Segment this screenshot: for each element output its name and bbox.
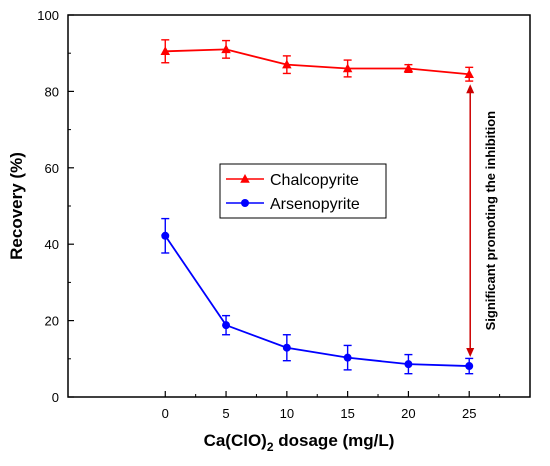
- series-layer: [160, 39, 474, 375]
- y-tick-label: 0: [52, 390, 59, 405]
- legend-label-chalcopyrite: Chalcopyrite: [270, 172, 359, 189]
- x-axis-title-rest: dosage (mg/L): [274, 431, 395, 450]
- legend: Chalcopyrite Arsenopyrite: [219, 163, 387, 219]
- x-axis-title-subscript: 2: [267, 440, 274, 454]
- legend-label-arsenopyrite: Arsenopyrite: [270, 196, 360, 213]
- x-tick-label: 15: [340, 406, 354, 421]
- legend-item-arsenopyrite: Arsenopyrite: [226, 196, 360, 213]
- series-chalcopyrite: [160, 39, 474, 82]
- x-tick-label: 20: [401, 406, 415, 421]
- data-point: [161, 231, 170, 240]
- data-point: [222, 321, 231, 330]
- y-tick-label: 100: [37, 8, 59, 23]
- legend-marker-chalcopyrite: [240, 174, 250, 183]
- data-point: [403, 63, 414, 73]
- y-tick-label: 80: [45, 84, 59, 99]
- x-tick-label: 0: [162, 406, 169, 421]
- ticks-layer: 0 5 10 15 20 25 0 20 40 60 80 100: [37, 8, 501, 421]
- legend-item-chalcopyrite: Chalcopyrite: [226, 172, 359, 189]
- data-point: [221, 44, 231, 54]
- x-axis-title-main: Ca(ClO): [204, 431, 267, 450]
- annotation-layer: Significant promoting the inhibition: [466, 84, 498, 358]
- x-axis-title: Ca(ClO)2 dosage (mg/L): [204, 431, 395, 454]
- data-point: [282, 59, 292, 69]
- series-arsenopyrite: [161, 217, 474, 375]
- annotation-arrow-head-top: [466, 84, 475, 94]
- x-tick-label: 10: [280, 406, 294, 421]
- legend-box: [219, 163, 387, 219]
- data-point: [342, 63, 353, 73]
- data-point: [464, 69, 474, 78]
- annotation-text: Significant promoting the inhibition: [483, 111, 498, 331]
- x-tick-label: 5: [222, 406, 229, 421]
- y-tick-label: 40: [45, 237, 59, 252]
- legend-marker-arsenopyrite: [241, 199, 249, 207]
- data-point: [160, 46, 171, 56]
- data-point: [282, 343, 291, 352]
- y-tick-label: 20: [45, 314, 59, 329]
- series-line: [164, 235, 470, 367]
- data-point: [343, 353, 352, 362]
- y-tick-label: 60: [45, 161, 59, 176]
- y-axis-title: Recovery (%): [7, 152, 26, 260]
- x-tick-label: 25: [462, 406, 476, 421]
- series-line: [165, 48, 470, 76]
- annotation-arrow-head-bottom: [466, 348, 475, 358]
- data-point: [404, 360, 413, 369]
- data-point: [465, 362, 474, 371]
